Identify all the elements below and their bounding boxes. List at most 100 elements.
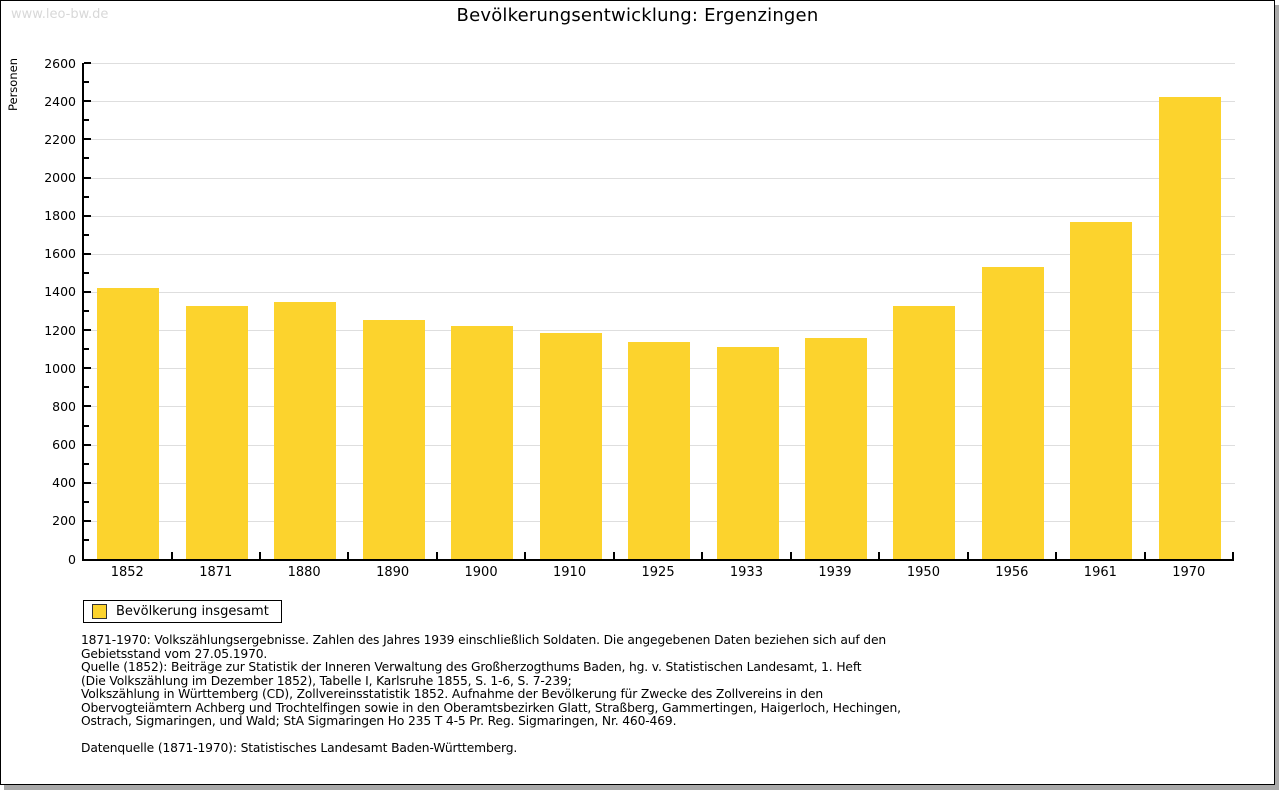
y-tick-1200 — [84, 329, 91, 332]
gridline-1600 — [85, 253, 1235, 255]
x-tick-11 — [1055, 552, 1058, 559]
y-tick-2200 — [84, 138, 91, 141]
y-tick-label-2600: 2600 — [44, 55, 76, 71]
gridline-2200 — [85, 139, 1235, 141]
watermark: www.leo-bw.de — [11, 7, 109, 22]
y-tick-label-800: 800 — [52, 398, 76, 414]
x-tick-8 — [789, 552, 792, 559]
x-tick-13 — [1232, 552, 1234, 559]
bar-1956 — [981, 266, 1044, 559]
y-tick-1700 — [84, 233, 89, 236]
page-title: Bevölkerungsentwicklung: Ergenzingen — [456, 5, 819, 26]
y-tick-400 — [84, 481, 91, 484]
gridline-2000 — [85, 177, 1235, 179]
x-tick-6 — [612, 552, 615, 559]
y-tick-label-400: 400 — [52, 475, 76, 491]
y-tick-label-2000: 2000 — [44, 170, 76, 185]
y-tick-2500 — [84, 81, 89, 84]
footnote-line: 1871-1970: Volkszählungsergebnisse. Zahl… — [81, 633, 886, 647]
y-tick-label-600: 600 — [52, 437, 76, 452]
bar-1939 — [804, 338, 867, 559]
footnote-line: Obervogteiämtern Achberg und Trochtelfin… — [81, 700, 901, 715]
y-tick-1300 — [84, 310, 89, 312]
y-tick-600 — [84, 443, 91, 446]
y-tick-1600 — [84, 252, 91, 255]
y-tick-1000 — [84, 367, 91, 370]
y-tick-2600 — [84, 62, 91, 64]
x-tick-3 — [347, 552, 350, 559]
gridline-1200 — [85, 330, 1235, 332]
footnotes: 1871-1970: Volkszählungsergebnisse. Zahl… — [81, 633, 901, 755]
bar-1890 — [362, 320, 425, 559]
x-tick-label-1880: 1880 — [287, 565, 321, 580]
y-tick-2400 — [84, 100, 91, 103]
gridline-2400 — [85, 101, 1235, 103]
y-tick-2300 — [84, 119, 89, 122]
legend: Bevölkerung insgesamt — [83, 600, 282, 623]
bar-1852 — [97, 288, 160, 559]
y-tick-100 — [84, 538, 89, 541]
y-tick-1500 — [84, 271, 89, 274]
bar-1961 — [1070, 222, 1133, 559]
bar-1910 — [539, 332, 602, 559]
x-tick-7 — [701, 552, 704, 559]
y-tick-label-1400: 1400 — [44, 284, 76, 300]
bar-1871 — [185, 306, 248, 559]
y-tick-900 — [84, 386, 89, 389]
x-tick-4 — [435, 552, 438, 559]
footnote-line: Gebietsstand vom 27.05.1970. — [81, 646, 268, 661]
y-tick-label-0: 0 — [68, 551, 76, 567]
bar-1933 — [716, 346, 779, 559]
y-tick-1100 — [84, 348, 89, 351]
x-tick-5 — [524, 552, 527, 559]
x-tick-label-1852: 1852 — [110, 565, 144, 580]
datasource-line: Datenquelle (1871-1970): Statistisches L… — [81, 740, 518, 755]
x-tick-label-1890: 1890 — [376, 565, 410, 580]
y-tick-label-2400: 2400 — [44, 93, 76, 109]
x-tick-label-1939: 1939 — [818, 565, 852, 580]
x-tick-label-1970: 1970 — [1172, 565, 1206, 580]
y-tick-label-200: 200 — [52, 513, 76, 529]
footnote-line: Quelle (1852): Beiträge zur Statistik de… — [81, 660, 862, 674]
y-tick-700 — [84, 424, 89, 427]
gridline-2600 — [85, 63, 1235, 64]
legend-label: Bevölkerung insgesamt — [116, 604, 269, 619]
x-tick-9 — [878, 552, 881, 559]
x-tick-label-1900: 1900 — [464, 565, 498, 580]
y-tick-200 — [84, 519, 91, 522]
x-tick-label-1956: 1956 — [995, 565, 1029, 580]
legend-swatch — [92, 604, 107, 619]
x-tick-1 — [170, 552, 173, 559]
bar-1950 — [893, 305, 956, 559]
x-tick-label-1871: 1871 — [199, 565, 233, 580]
y-tick-1400 — [84, 290, 91, 293]
bar-1900 — [451, 326, 514, 559]
bar-1925 — [628, 342, 690, 559]
y-tick-label-1600: 1600 — [44, 246, 76, 262]
bar-1970 — [1158, 97, 1221, 559]
x-tick-12 — [1143, 552, 1146, 559]
y-tick-300 — [84, 500, 89, 503]
x-tick-10 — [966, 552, 969, 559]
y-tick-1800 — [84, 214, 91, 217]
y-axis-line — [82, 63, 84, 561]
y-tick-2000 — [84, 176, 91, 179]
y-tick-label-1000: 1000 — [44, 360, 76, 376]
y-tick-label-1800: 1800 — [44, 208, 76, 224]
y-tick-2100 — [84, 157, 89, 160]
footnote-line: (Die Volkszählung im Dezember 1852), Tab… — [81, 673, 572, 688]
footnote-line: Volkszählung in Württemberg (CD), Zollve… — [81, 687, 824, 701]
x-tick-label-1950: 1950 — [906, 565, 940, 580]
x-tick-label-1910: 1910 — [553, 565, 587, 580]
y-tick-500 — [84, 462, 89, 465]
y-tick-label-2200: 2200 — [44, 131, 76, 147]
x-tick-label-1961: 1961 — [1083, 565, 1117, 580]
gridline-1400 — [85, 291, 1235, 293]
footnote-line: Ostrach, Sigmaringen, und Wald; StA Sigm… — [81, 714, 677, 728]
x-tick-label-1925: 1925 — [641, 565, 675, 580]
x-tick-label-1933: 1933 — [729, 565, 763, 580]
y-tick-1900 — [84, 195, 89, 198]
gridline-1800 — [85, 215, 1235, 217]
y-tick-label-1200: 1200 — [44, 322, 76, 338]
